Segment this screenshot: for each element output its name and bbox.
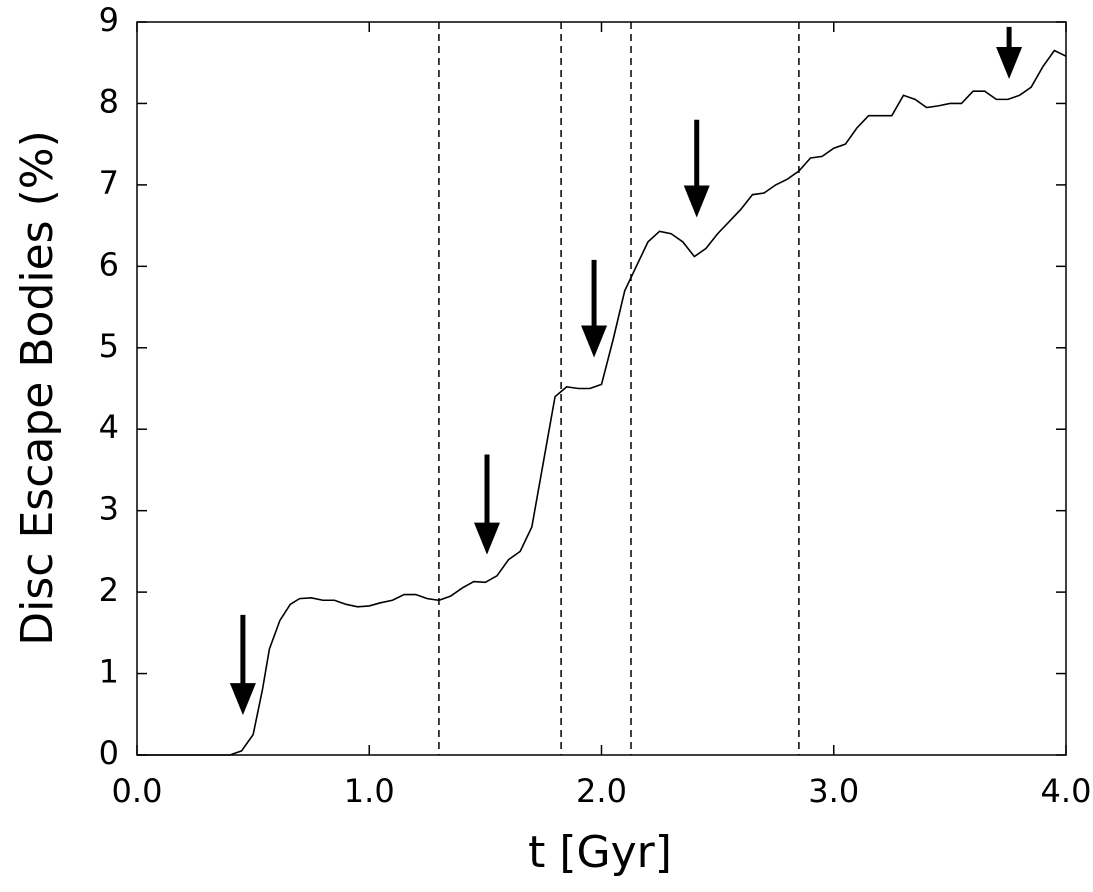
arrow-head (474, 522, 501, 555)
y-tick-label: 8 (99, 82, 119, 120)
x-tick-label: 1.0 (344, 772, 395, 810)
x-tick-label: 4.0 (1041, 772, 1092, 810)
arrow (996, 26, 1023, 80)
y-tick-label: 6 (99, 245, 119, 283)
arrow-head (581, 325, 608, 358)
x-tick-label: 3.0 (808, 772, 859, 810)
arrow (474, 454, 501, 555)
x-tick-label: 0.0 (112, 772, 163, 810)
y-tick-label: 4 (99, 408, 119, 446)
arrow (229, 614, 256, 716)
y-tick-label: 5 (99, 327, 119, 365)
x-tick-label: 2.0 (576, 772, 627, 810)
y-axis-label: Disc Escape Bodies (%) (12, 130, 63, 645)
arrow (683, 119, 710, 218)
plot-frame (136, 21, 1067, 756)
y-tick-label: 2 (99, 571, 119, 609)
arrow-head (996, 47, 1023, 80)
y-tick-label: 1 (99, 653, 119, 691)
y-tick-label: 7 (99, 164, 119, 202)
x-axis-label: t [Gyr] (528, 827, 672, 878)
arrow-head (683, 185, 710, 218)
data-line (137, 49, 1067, 756)
arrow (581, 259, 608, 358)
arrow-head (229, 683, 256, 716)
y-tick-label: 0 (99, 734, 119, 772)
y-tick-label: 3 (99, 490, 119, 528)
y-tick-label: 9 (99, 1, 119, 39)
